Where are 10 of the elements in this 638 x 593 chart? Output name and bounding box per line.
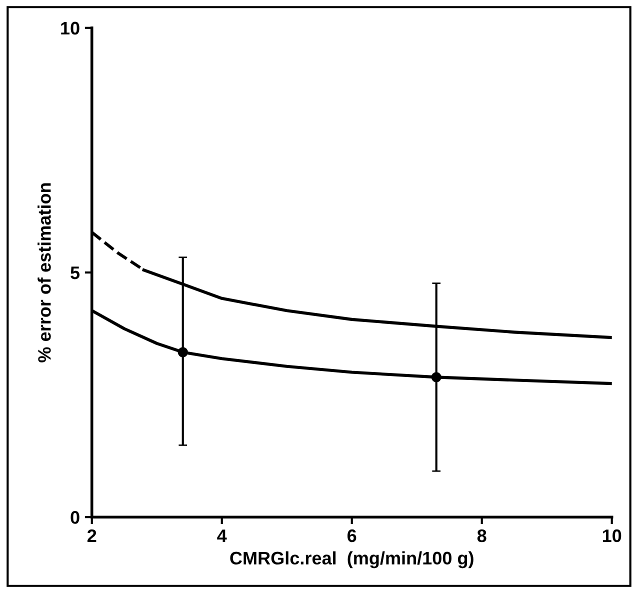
x-tick-label: 10 (602, 529, 622, 542)
x-tick-label: 6 (347, 529, 356, 542)
y-tick-label: 5 (70, 266, 80, 280)
x-tick-label: 4 (217, 530, 227, 542)
y-tick-label: 0 (70, 511, 80, 524)
x-tick-label: 2 (87, 529, 96, 542)
y-tick-label: 10 (61, 22, 80, 35)
y-axis-title: % error of estimation (38, 183, 51, 362)
x-axis-title: CMRGlc.real (mg/min/100 g) (230, 551, 474, 568)
x-tick-label: 8 (477, 529, 486, 542)
